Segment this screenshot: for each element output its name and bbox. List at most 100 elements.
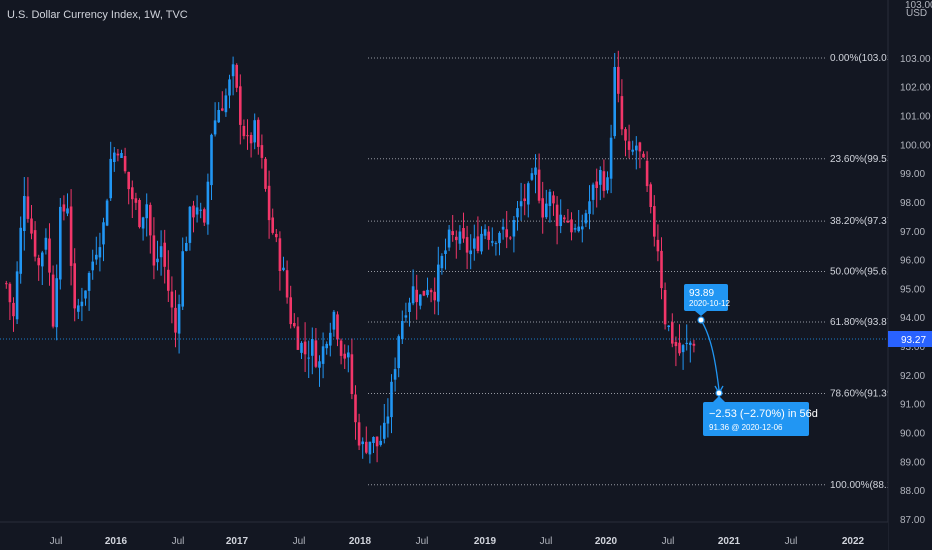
y-tick-label: 99.00 xyxy=(900,169,925,180)
candle-body xyxy=(203,209,206,223)
candle-body xyxy=(426,289,429,296)
candle xyxy=(224,88,228,117)
candle-body xyxy=(91,261,94,271)
candle xyxy=(282,256,285,272)
candle xyxy=(242,119,246,140)
candle xyxy=(210,133,213,200)
candle-body xyxy=(545,203,548,218)
candle xyxy=(408,297,411,327)
candle-body xyxy=(26,196,30,219)
candle-body xyxy=(638,142,642,152)
candle-body xyxy=(397,336,400,369)
candle xyxy=(267,170,271,239)
time-axis[interactable]: Jul 2016 Jul 2017 Jul 2018 Jul 2019 Jul 2020 Jul 20… xyxy=(50,536,865,547)
candle xyxy=(66,193,69,217)
measure-start-point[interactable] xyxy=(697,316,705,324)
candle xyxy=(401,310,404,344)
candle-body xyxy=(429,290,433,293)
measure-end-point[interactable] xyxy=(715,389,723,397)
candle-body xyxy=(527,183,530,205)
candle xyxy=(681,343,685,370)
candle-body xyxy=(584,213,588,224)
candle xyxy=(138,198,141,229)
candle-body xyxy=(95,254,98,260)
fib-level-label: 23.60%(99.53) xyxy=(830,154,896,165)
candle xyxy=(318,355,321,387)
candle-body xyxy=(613,67,616,137)
measure-tool[interactable]: 93.89 2020-10-12 −2.53 (−2.70%) in 56d 9… xyxy=(684,284,818,436)
candle-body xyxy=(163,242,166,267)
candle xyxy=(156,240,159,271)
candle xyxy=(429,288,433,303)
chart-title: U.S. Dollar Currency Index, 1W, TVC xyxy=(7,9,188,21)
candle-body xyxy=(188,206,192,243)
tooltip-start-pointer xyxy=(695,311,707,316)
candle xyxy=(113,147,116,172)
tooltip-end-pointer xyxy=(713,396,725,402)
candle-body xyxy=(473,238,476,249)
candle-body xyxy=(228,79,231,96)
candle-body xyxy=(221,108,224,111)
candle-body xyxy=(689,342,692,345)
candle xyxy=(37,254,40,281)
candle xyxy=(613,53,616,139)
candle-body xyxy=(123,156,127,172)
candle xyxy=(185,236,188,252)
candle xyxy=(296,317,300,350)
price-axis[interactable]: 87.00 88.00 89.00 90.00 91.00 92.00 93.00 94.00… xyxy=(900,54,931,526)
x-tick-label: Jul xyxy=(540,536,553,547)
candle xyxy=(656,224,660,262)
candle-body xyxy=(487,231,490,240)
candle xyxy=(491,227,494,247)
candle-body xyxy=(275,234,278,238)
candle xyxy=(437,246,440,316)
candle xyxy=(131,180,134,218)
candle-body xyxy=(458,231,462,244)
candle xyxy=(289,285,292,329)
candle-body xyxy=(131,187,134,200)
candle-body xyxy=(559,214,562,226)
candle-body xyxy=(656,239,660,252)
candle xyxy=(620,79,624,136)
candle xyxy=(332,310,336,337)
candle xyxy=(624,127,627,157)
candle xyxy=(206,173,210,235)
candle xyxy=(145,193,148,237)
candle xyxy=(537,153,541,204)
candle xyxy=(379,425,382,447)
x-tick-label: Jul xyxy=(662,536,675,547)
candle-body xyxy=(253,120,256,143)
candle-body xyxy=(311,339,314,356)
candle xyxy=(375,436,379,463)
fibonacci-retracement[interactable]: 0.00%(103.03) 23.60%(99.53) 38.20%(97.37) 5… xyxy=(368,53,901,491)
candle-body xyxy=(692,343,696,346)
candle-body xyxy=(113,152,116,162)
candle-body xyxy=(84,290,87,299)
candle xyxy=(447,225,451,252)
candle xyxy=(203,207,206,226)
candle-body xyxy=(437,264,440,302)
candle xyxy=(235,63,238,93)
candle-body xyxy=(321,346,325,364)
candle-body xyxy=(685,342,688,344)
candle xyxy=(509,236,512,241)
candle xyxy=(105,198,109,227)
candle xyxy=(199,202,202,219)
candle xyxy=(311,327,314,375)
candle-body xyxy=(440,255,444,269)
candle xyxy=(609,124,613,194)
candle xyxy=(253,113,256,150)
candle-body xyxy=(242,126,246,137)
candle-body xyxy=(332,311,336,330)
candle-body xyxy=(87,273,91,291)
candle xyxy=(494,241,498,256)
candle-body xyxy=(141,217,145,229)
candle-body xyxy=(681,345,685,353)
candle xyxy=(149,202,152,254)
x-tick-label: Jul xyxy=(172,536,185,547)
candle-body xyxy=(177,304,181,334)
candle-body xyxy=(422,290,426,296)
candle-body xyxy=(606,177,609,191)
candle-body xyxy=(375,436,379,447)
